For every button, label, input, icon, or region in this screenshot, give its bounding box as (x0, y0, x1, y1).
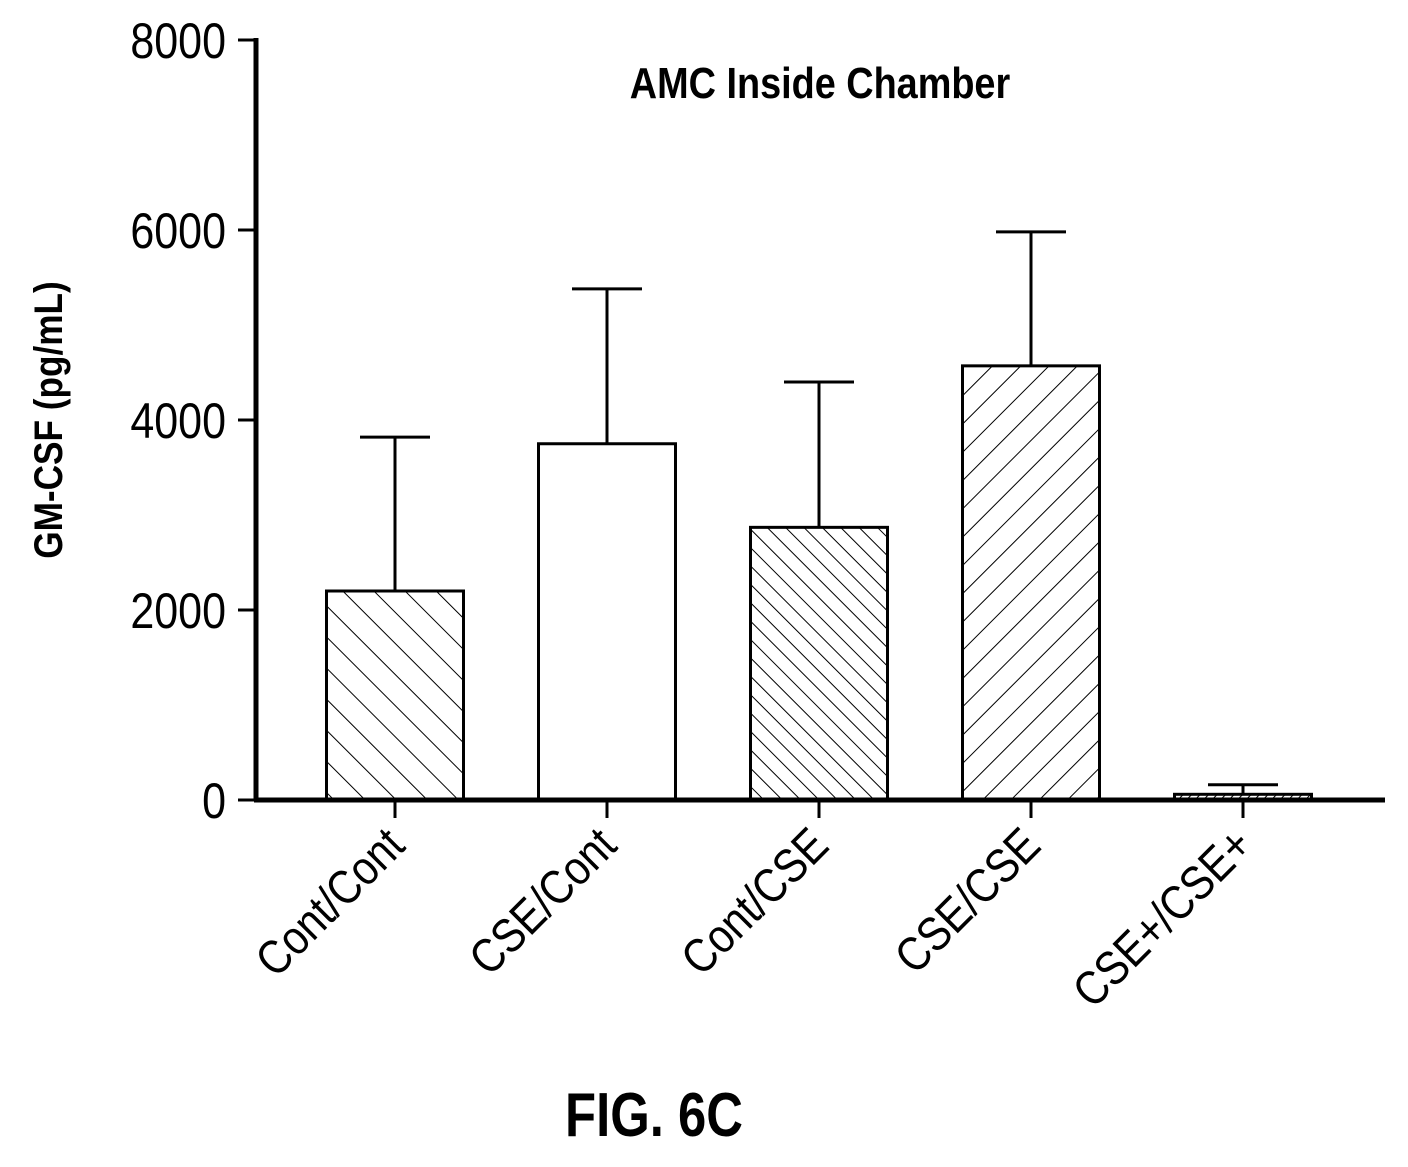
bar-chart: AMC Inside Chamber GM-CSF (pg/mL) 0 2000 4… (26, 13, 1385, 1018)
y-tick-label: 2000 (130, 583, 226, 639)
x-tick-label: CSE/CSE (885, 818, 1051, 984)
bar (325, 589, 465, 802)
chart-title: AMC Inside Chamber (630, 58, 1010, 107)
bar (961, 364, 1101, 802)
bars (325, 230, 1313, 802)
y-tick-label: 4000 (130, 393, 226, 449)
y-tick-label: 6000 (130, 203, 226, 259)
x-tick-label: Cont/Cont (245, 817, 415, 987)
y-tick-label: 0 (202, 773, 226, 829)
bar (749, 525, 889, 802)
y-tick-label: 8000 (130, 13, 226, 69)
figure-label: FIG. 6C (565, 1081, 743, 1150)
y-axis-ticks: 0 2000 4000 6000 8000 (130, 13, 256, 829)
y-axis-label: GM-CSF (pg/mL) (26, 281, 71, 558)
x-tick-label: Cont/CSE (671, 818, 839, 986)
x-tick-label: CSE/Cont (459, 817, 627, 985)
x-axis-ticks: Cont/Cont CSE/Cont Cont/CSE CSE/CSE CSE+/CSE… (245, 800, 1263, 1018)
x-tick-label: CSE+/CSE+ (1062, 818, 1262, 1018)
bar (537, 442, 677, 802)
